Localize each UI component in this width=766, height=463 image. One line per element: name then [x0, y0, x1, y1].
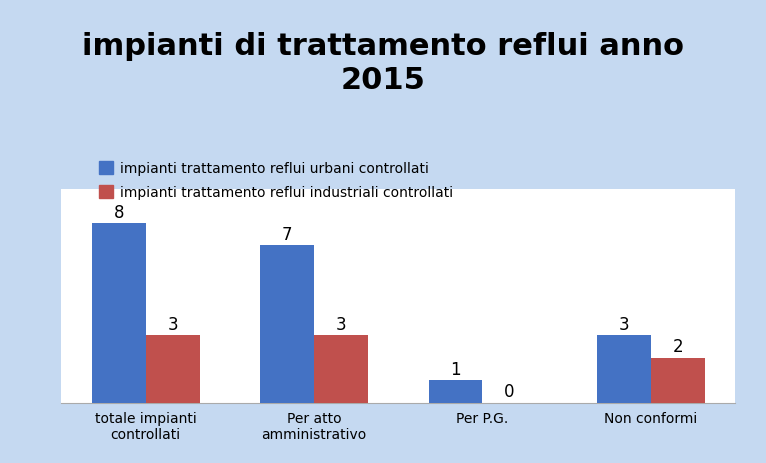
Text: 3: 3	[168, 315, 178, 333]
Text: 0: 0	[504, 382, 515, 400]
Text: 2: 2	[673, 338, 683, 356]
Text: 3: 3	[619, 315, 629, 333]
Bar	[146, 336, 200, 403]
Legend: impianti trattamento reflui urbani controllati, impianti trattamento reflui indu: impianti trattamento reflui urbani contr…	[99, 162, 453, 200]
Text: impianti di trattamento reflui anno
2015: impianti di trattamento reflui anno 2015	[82, 32, 684, 95]
Bar	[260, 246, 314, 403]
Text: 8: 8	[113, 203, 124, 221]
Bar	[651, 358, 705, 403]
Text: 1: 1	[450, 360, 461, 378]
Text: 3: 3	[336, 315, 346, 333]
Bar	[314, 336, 368, 403]
Bar	[92, 224, 146, 403]
Text: 7: 7	[282, 225, 293, 244]
Bar	[597, 336, 651, 403]
Bar	[429, 381, 483, 403]
